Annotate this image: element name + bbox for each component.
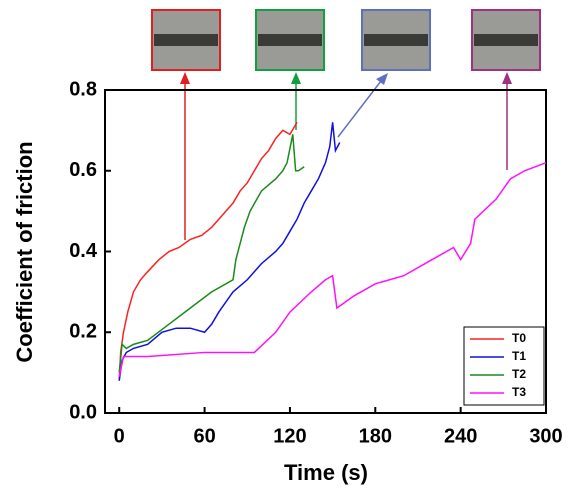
legend-label: T2 [512,367,526,381]
data-line [118,121,298,381]
inset-groove [154,34,218,46]
legend-label: T3 [512,385,526,399]
y-tick-label: 0.6 [69,159,97,181]
arrow-head [180,72,190,84]
x-tick-label: 300 [529,425,562,447]
y-tick-label: 0.8 [69,78,97,100]
arrows [180,72,512,240]
y-tick-label: 0.2 [69,321,97,343]
legend: T0 T1 T2 T3 [463,326,545,406]
x-tick-label: 240 [444,425,477,447]
arrow-head [291,72,301,84]
x-tick-label: 180 [359,425,392,447]
arrow-head [376,73,388,85]
legend-label: T1 [512,349,526,363]
y-tick-label: 0.4 [69,240,98,262]
x-tick-label: 60 [193,425,215,447]
y-tick-label: 0.0 [69,401,97,423]
legend-label: T0 [512,331,526,345]
y-axis-title: Coefficient of friction [12,141,37,362]
data-line [118,161,547,377]
x-tick-label: 120 [273,425,306,447]
insets [151,9,541,71]
x-axis-title: Time (s) [284,460,368,485]
inset-groove [258,34,322,46]
inset-groove [364,34,428,46]
legend-box [463,326,545,406]
x-tick-label: 0 [114,425,125,447]
inset-groove [474,34,538,46]
data-line [118,134,305,373]
arrow-head [502,72,512,84]
data-line [118,122,341,381]
